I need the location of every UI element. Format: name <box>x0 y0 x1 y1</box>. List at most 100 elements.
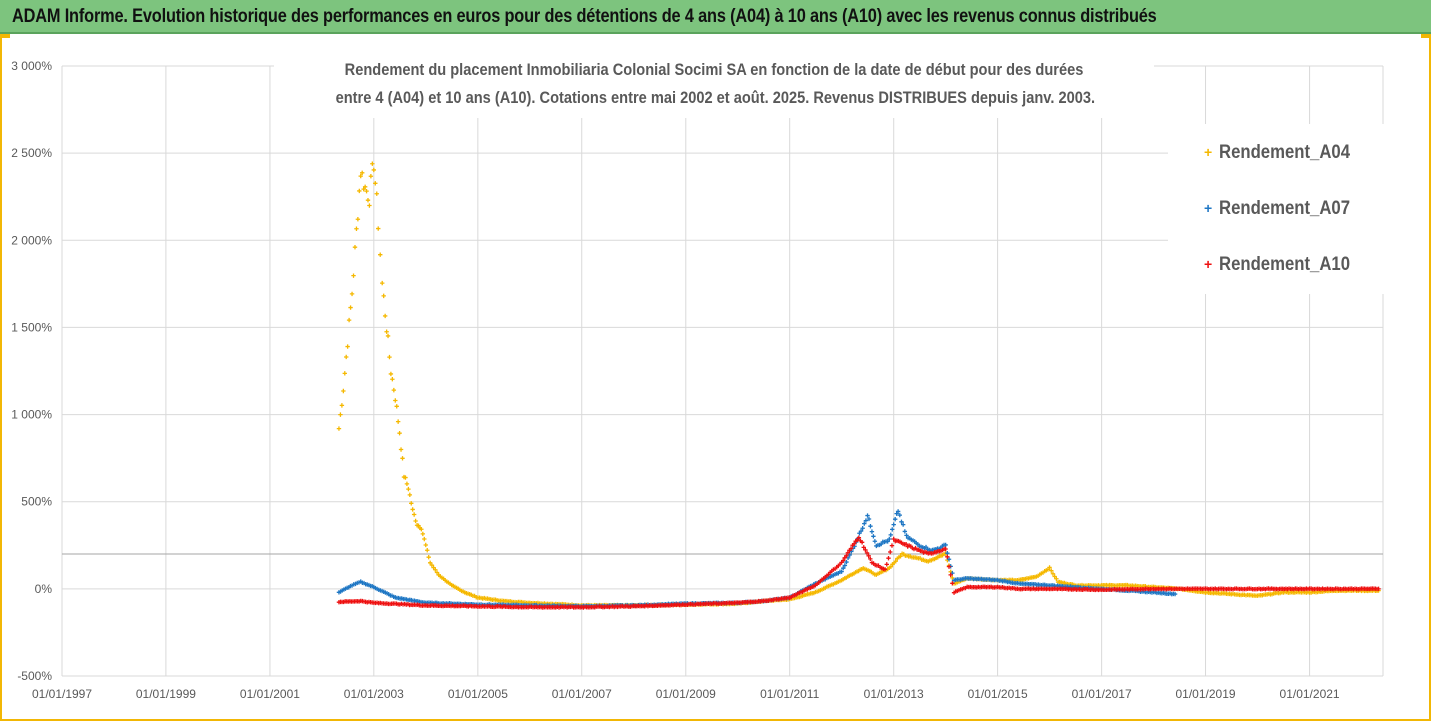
data-point <box>871 534 876 539</box>
data-point <box>862 521 867 526</box>
data-point <box>855 537 860 543</box>
data-point <box>865 513 870 518</box>
report-title: ADAM Informe. Evolution historique des p… <box>12 6 1157 27</box>
data-point <box>381 293 386 299</box>
y-tick-label: 3 000% <box>11 59 52 73</box>
data-point <box>406 486 411 492</box>
data-point <box>419 527 424 532</box>
data-point <box>349 291 355 297</box>
data-point <box>388 371 394 377</box>
data-point <box>339 403 345 408</box>
data-point <box>842 563 848 568</box>
x-tick-labels: 01/01/1997 01/01/1999 01/01/2001 01/01/2003… <box>32 687 1340 701</box>
data-point <box>362 184 368 189</box>
x-tick-label: 01/01/2005 <box>448 687 508 701</box>
data-point <box>378 252 383 257</box>
data-point <box>368 174 374 179</box>
data-point <box>893 559 898 564</box>
data-point <box>352 244 358 250</box>
x-tick-label: 01/01/2021 <box>1280 687 1340 701</box>
data-point <box>863 547 868 553</box>
data-point <box>860 526 865 531</box>
data-point <box>864 550 870 556</box>
data-point <box>903 541 909 547</box>
data-point <box>841 565 846 571</box>
data-point <box>382 313 388 319</box>
data-point <box>1172 591 1178 597</box>
x-tick-label: 01/01/2019 <box>1175 687 1235 701</box>
data-point <box>371 167 377 173</box>
data-point <box>1047 565 1052 570</box>
data-point <box>380 280 385 286</box>
data-point <box>1054 576 1059 581</box>
data-point <box>373 181 378 186</box>
y-tick-label: 500% <box>21 495 52 509</box>
data-point <box>890 527 895 532</box>
data-point <box>851 541 857 546</box>
data-point <box>946 564 952 569</box>
data-point <box>839 569 844 574</box>
frame-corner-right <box>1421 34 1431 38</box>
data-point <box>1049 568 1054 573</box>
data-point <box>393 398 398 403</box>
chart-frame <box>0 34 1431 721</box>
data-point <box>950 581 955 586</box>
data-point <box>887 536 892 542</box>
data-point <box>403 475 408 480</box>
data-point <box>1052 574 1057 579</box>
chart-title-box: Rendement du placement Inmobiliaria Colo… <box>274 54 1154 118</box>
data-point <box>888 532 893 538</box>
data-point <box>894 511 899 516</box>
data-point <box>868 556 873 562</box>
data-point <box>904 533 909 538</box>
data-point <box>427 560 433 565</box>
data-point <box>888 564 894 569</box>
report-banner: ADAM Informe. Evolution historique des p… <box>0 0 1431 34</box>
data-point <box>882 567 888 572</box>
data-point <box>394 404 399 409</box>
data-point <box>374 191 379 196</box>
data-point <box>946 557 952 562</box>
data-point <box>367 203 372 208</box>
data-point <box>384 329 389 334</box>
data-point <box>342 371 347 376</box>
data-point <box>398 447 404 452</box>
y-tick-label: 2 500% <box>11 146 52 160</box>
x-tick-label: 01/01/2015 <box>968 687 1028 701</box>
data-point <box>355 217 361 222</box>
data-point <box>863 518 869 523</box>
data-point <box>351 273 356 278</box>
y-tick-label: 0% <box>35 582 53 596</box>
data-point <box>395 419 401 424</box>
data-point <box>390 377 395 382</box>
chart-legend: + Rendement_A04 + Rendement_A07 + Rendem… <box>1168 124 1384 294</box>
data-point <box>348 305 353 310</box>
data-point <box>411 512 417 517</box>
data-point <box>344 354 349 360</box>
data-point <box>422 536 427 542</box>
data-point <box>840 558 846 563</box>
data-point <box>1050 571 1056 576</box>
data-point <box>844 553 849 559</box>
data-point <box>902 529 908 534</box>
data-point <box>945 554 950 559</box>
series-layer <box>336 161 1381 610</box>
data-point <box>885 539 890 544</box>
data-point <box>429 562 435 568</box>
data-point <box>884 562 889 567</box>
data-point <box>410 507 415 512</box>
y-tick-label: -500% <box>17 669 52 683</box>
y-tick-label: 1 000% <box>11 408 52 422</box>
legend-marker-a10: + <box>1204 256 1213 272</box>
data-point <box>416 523 421 528</box>
legend-item-a04: Rendement_A04 <box>1219 142 1351 163</box>
data-point <box>387 354 392 360</box>
data-point <box>423 542 428 548</box>
data-point <box>868 524 873 529</box>
data-point <box>341 388 346 394</box>
data-point <box>409 501 414 506</box>
chart-title-line-1: Rendement du placement Inmobiliaria Colo… <box>344 60 1084 79</box>
data-point <box>433 567 438 572</box>
data-point <box>856 535 862 540</box>
data-point <box>891 522 896 527</box>
